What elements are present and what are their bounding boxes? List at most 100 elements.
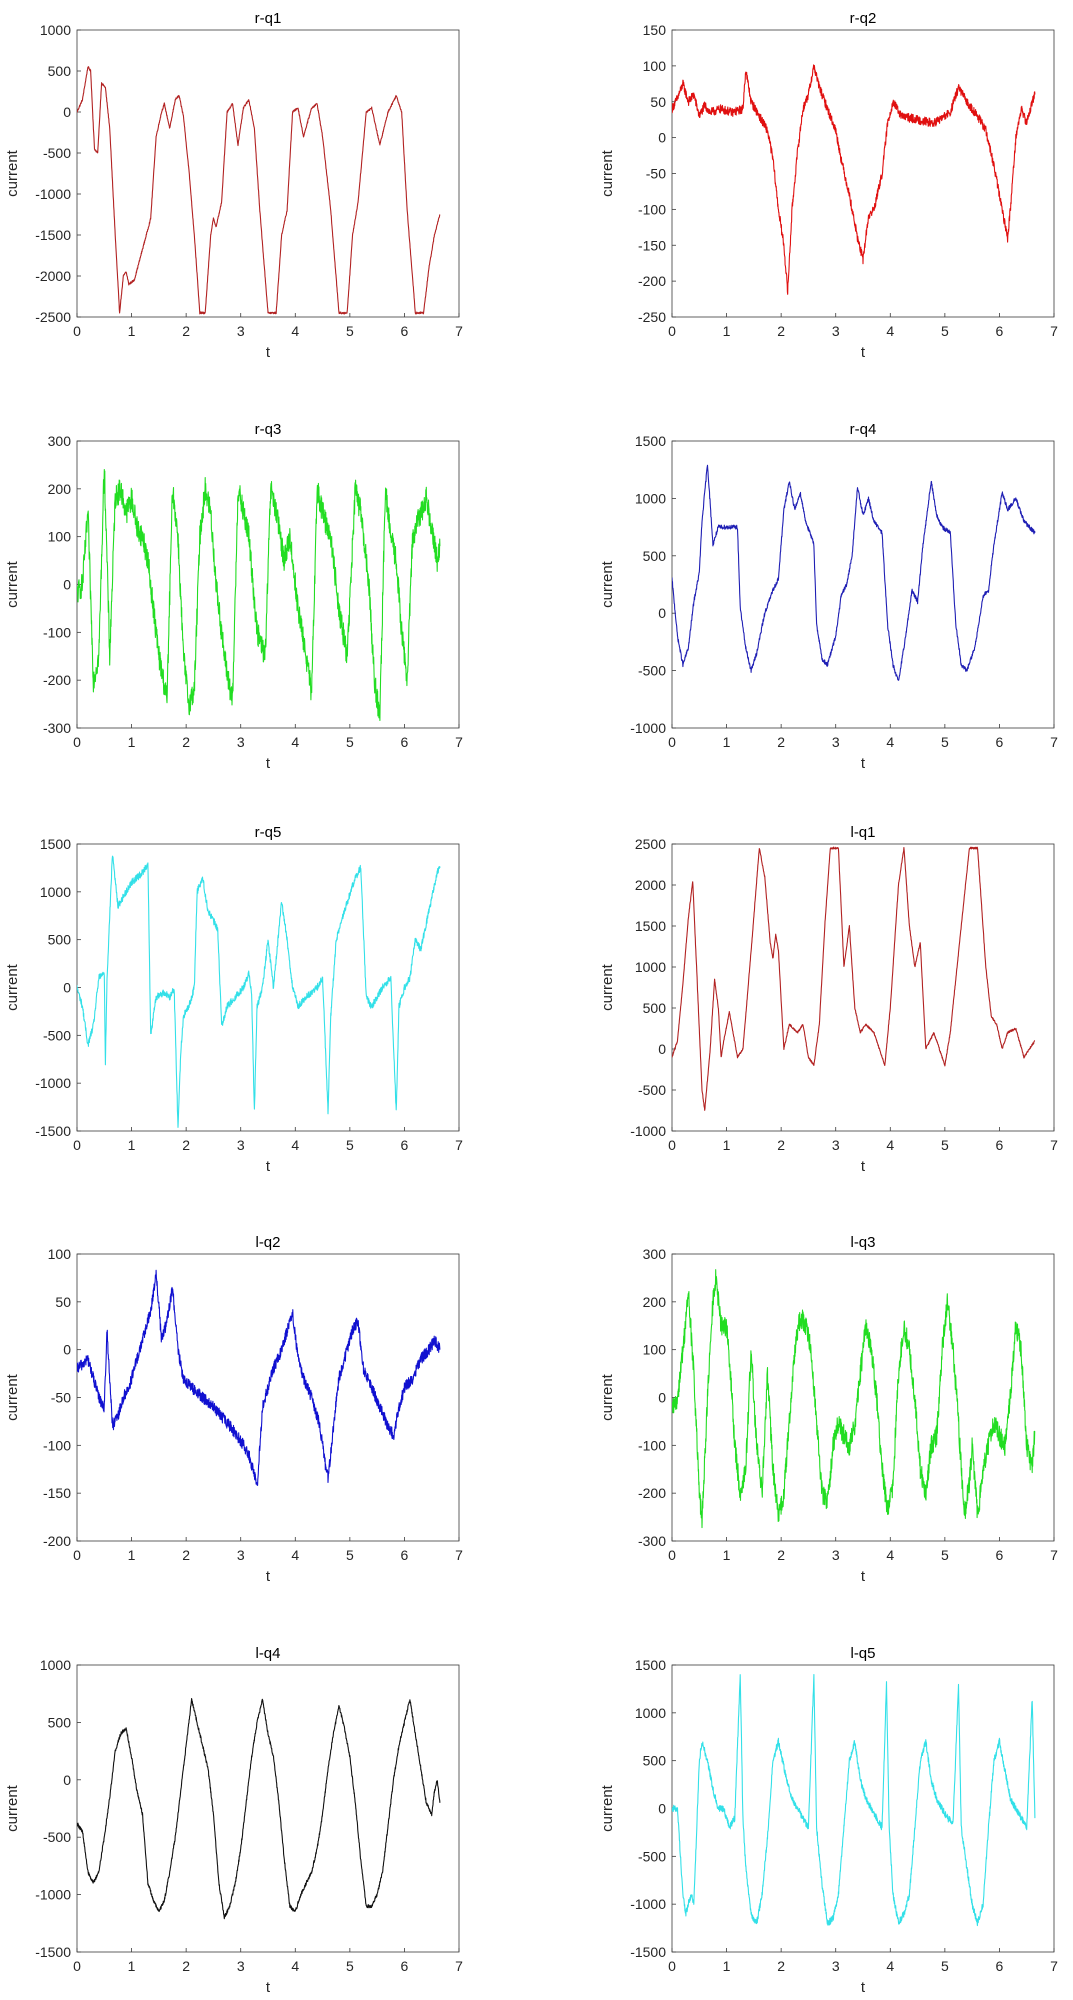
series-line <box>77 468 441 722</box>
chart-title: r-q3 <box>255 421 282 438</box>
x-tick-label: 4 <box>886 734 894 750</box>
chart-l-q1: 0 1 2 3 4 5 6 7 -1000 -500 0 500 1000 1500 2000 2500 l-q… <box>599 824 1058 1175</box>
x-tick-label: 0 <box>73 1547 81 1563</box>
y-tick-label: -100 <box>43 1437 71 1453</box>
x-tick-label: 2 <box>182 734 190 750</box>
y-axis-label: current <box>599 1373 616 1421</box>
y-tick-label: 50 <box>650 94 666 110</box>
y-tick-label: -500 <box>638 663 666 679</box>
y-tick-label: 1000 <box>40 22 71 38</box>
y-axis-label: current <box>599 149 616 197</box>
y-tick-label: -500 <box>43 145 71 161</box>
y-tick-label: 1500 <box>635 918 666 934</box>
plot-area <box>671 843 1055 1132</box>
y-tick-label: 2500 <box>635 836 666 852</box>
y-tick-label: -500 <box>638 1848 666 1864</box>
x-tick-label: 2 <box>182 1547 190 1563</box>
y-tick-label: -2000 <box>35 268 71 284</box>
x-tick-label: 1 <box>128 734 136 750</box>
x-tick-label: 1 <box>723 323 731 339</box>
y-tick-label: -1500 <box>35 227 71 243</box>
y-tick-label: 1000 <box>40 884 71 900</box>
x-tick-label: 3 <box>832 1137 840 1153</box>
x-tick-label: 7 <box>1050 1958 1058 1974</box>
x-tick-label: 1 <box>723 734 731 750</box>
y-tick-label: 1000 <box>635 490 666 506</box>
y-tick-label: 100 <box>643 58 667 74</box>
x-tick-label: 0 <box>73 323 81 339</box>
chart-title: r-q2 <box>850 10 877 27</box>
y-tick-label: 1000 <box>40 1657 71 1673</box>
x-tick-label: 7 <box>1050 1547 1058 1563</box>
x-tick-label: 0 <box>668 323 676 339</box>
x-tick-label: 1 <box>723 1547 731 1563</box>
x-tick-label: 5 <box>346 734 354 750</box>
y-tick-label: -2500 <box>35 309 71 325</box>
y-tick-label: 0 <box>658 605 666 621</box>
x-tick-label: 1 <box>128 1958 136 1974</box>
chart-title: l-q2 <box>255 1234 280 1251</box>
x-tick-label: 2 <box>777 1958 785 1974</box>
y-tick-label: -200 <box>43 672 71 688</box>
chart-title: r-q1 <box>255 10 282 27</box>
x-tick-label: 5 <box>346 1547 354 1563</box>
y-tick-label: 100 <box>48 1246 72 1262</box>
x-tick-label: 1 <box>723 1137 731 1153</box>
x-tick-label: 0 <box>668 1137 676 1153</box>
plot-area <box>76 29 460 318</box>
chart-title: l-q3 <box>850 1234 875 1251</box>
x-tick-label: 6 <box>996 1958 1004 1974</box>
chart-title: r-q4 <box>850 421 877 438</box>
x-tick-label: 6 <box>401 1137 409 1153</box>
chart-title: l-q4 <box>255 1645 280 1662</box>
plot-area <box>671 1664 1055 1953</box>
x-tick-label: 5 <box>941 734 949 750</box>
y-tick-label: 0 <box>63 980 71 996</box>
y-tick-label: -300 <box>43 720 71 736</box>
x-tick-label: 5 <box>941 1137 949 1153</box>
plot-area <box>671 440 1055 729</box>
y-tick-label: -300 <box>638 1533 666 1549</box>
x-tick-label: 7 <box>455 1958 463 1974</box>
series-line <box>672 1673 1036 1927</box>
y-tick-label: 300 <box>48 433 72 449</box>
chart-title: r-q5 <box>255 824 282 841</box>
y-tick-label: 500 <box>643 548 667 564</box>
x-tick-label: 0 <box>668 1958 676 1974</box>
y-tick-label: 0 <box>658 130 666 146</box>
y-tick-label: -100 <box>638 201 666 217</box>
x-axis-label: t <box>861 1568 866 1585</box>
x-tick-label: 6 <box>996 734 1004 750</box>
chart-r-q5: 0 1 2 3 4 5 6 7 -1500 -1000 -500 0 500 1000 1500 r-q5 t c… <box>4 824 463 1175</box>
y-tick-label: -1000 <box>35 1075 71 1091</box>
y-tick-label: 500 <box>643 1000 667 1016</box>
x-tick-label: 1 <box>723 1958 731 1974</box>
x-tick-label: 0 <box>668 1547 676 1563</box>
y-tick-label: 1500 <box>635 433 666 449</box>
y-tick-label: 1500 <box>635 1657 666 1673</box>
y-axis-label: current <box>4 149 21 197</box>
y-tick-label: -1000 <box>630 1123 666 1139</box>
x-tick-label: 4 <box>886 1137 894 1153</box>
y-tick-label: -200 <box>43 1533 71 1549</box>
x-tick-label: 7 <box>455 1547 463 1563</box>
y-tick-label: -500 <box>43 1027 71 1043</box>
x-tick-label: 4 <box>886 323 894 339</box>
x-tick-label: 1 <box>128 323 136 339</box>
y-tick-label: 500 <box>48 1714 72 1730</box>
y-tick-label: -50 <box>646 166 666 182</box>
x-tick-label: 0 <box>73 1137 81 1153</box>
x-tick-label: 3 <box>832 1547 840 1563</box>
x-tick-label: 6 <box>401 734 409 750</box>
chart-l-q4: 0 1 2 3 4 5 6 7 -1500 -1000 -500 0 500 1000 l-q4 t curre… <box>4 1645 463 1996</box>
y-tick-label: -200 <box>638 273 666 289</box>
y-tick-label: 100 <box>643 1342 667 1358</box>
y-tick-label: -150 <box>43 1485 71 1501</box>
y-tick-label: -250 <box>638 309 666 325</box>
y-tick-label: 0 <box>63 1772 71 1788</box>
y-tick-label: -100 <box>43 624 71 640</box>
y-tick-label: -50 <box>51 1390 71 1406</box>
y-axis-label: current <box>599 560 616 608</box>
chart-title: l-q5 <box>850 1645 875 1662</box>
